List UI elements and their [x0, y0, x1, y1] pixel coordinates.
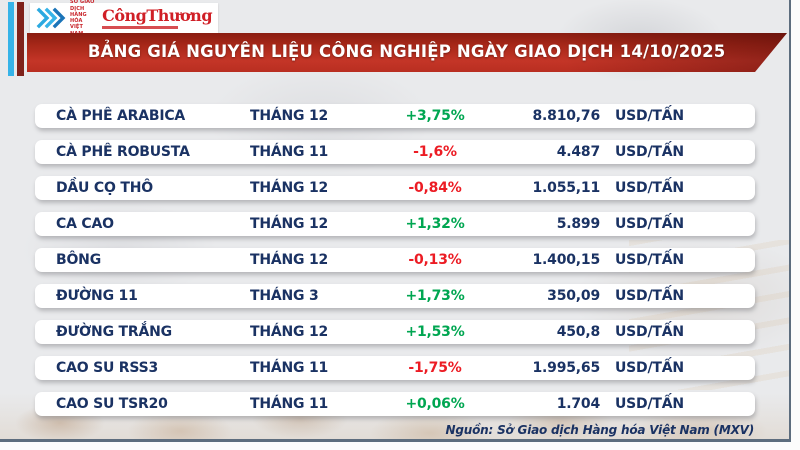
price-unit: USD/TẤN: [615, 396, 684, 412]
table-row: CÀ PHÊ ARABICA THÁNG 12 +3,75% 8.810,76 …: [35, 104, 755, 128]
contract-month: THÁNG 3: [250, 288, 319, 304]
change-percent: -1,6%: [413, 144, 457, 160]
infographic-card: SỞ GIAO DỊCH HÀNG HÓA VIỆT NAM CôngThươn…: [0, 0, 791, 442]
congthuong-logo: CôngThương: [102, 5, 212, 29]
title-banner: BẢNG GIÁ NGUYÊN LIỆU CÔNG NGHIỆP NGÀY GI…: [27, 33, 787, 72]
change-percent: +1,32%: [405, 216, 465, 232]
price-unit: USD/TẤN: [615, 144, 684, 160]
price-value: 4.487: [556, 144, 600, 160]
logo-bar: SỞ GIAO DỊCH HÀNG HÓA VIỆT NAM CôngThươn…: [30, 0, 218, 37]
change-percent: +3,75%: [405, 108, 465, 124]
contract-month: THÁNG 12: [250, 180, 329, 196]
table-row: ĐƯỜNG 11 THÁNG 3 +1,73% 350,09 USD/TẤN: [35, 284, 755, 308]
commodity-name: CÀ PHÊ ARABICA: [56, 108, 186, 124]
table-row: ĐƯỜNG TRẮNG THÁNG 12 +1,53% 450,8 USD/TẤ…: [35, 320, 755, 344]
congthuong-wordmark: CôngThương: [102, 5, 212, 25]
contract-month: THÁNG 11: [250, 360, 329, 376]
price-unit: USD/TẤN: [615, 216, 684, 232]
price-value: 450,8: [556, 324, 600, 340]
left-accent-stripe-maroon: [17, 2, 24, 76]
price-value: 1.995,65: [532, 360, 601, 376]
page-title: BẢNG GIÁ NGUYÊN LIỆU CÔNG NGHIỆP NGÀY GI…: [88, 42, 726, 62]
price-unit: USD/TẤN: [615, 252, 684, 268]
congthuong-tagline-bar: [102, 25, 179, 29]
price-unit: USD/TẤN: [615, 360, 684, 376]
table-row: CAO SU TSR20 THÁNG 11 +0,06% 1.704 USD/T…: [35, 392, 755, 416]
change-percent: -1,75%: [408, 360, 462, 376]
table-row: DẦU CỌ THÔ THÁNG 12 -0,84% 1.055,11 USD/…: [35, 176, 755, 200]
commodity-name: CAO SU TSR20: [56, 396, 168, 412]
commodity-name: ĐƯỜNG TRẮNG: [56, 324, 172, 340]
price-unit: USD/TẤN: [615, 180, 684, 196]
commodity-name: BÔNG: [56, 252, 101, 268]
left-accent-stripe-cyan: [8, 2, 14, 76]
price-value: 1.400,15: [532, 252, 601, 268]
mxv-chevrons-icon: [36, 7, 66, 29]
contract-month: THÁNG 12: [250, 324, 329, 340]
table-row: CÀ PHÊ ROBUSTA THÁNG 11 -1,6% 4.487 USD/…: [35, 140, 755, 164]
commodity-name: CÀ PHÊ ROBUSTA: [56, 144, 190, 160]
price-unit: USD/TẤN: [615, 288, 684, 304]
contract-month: THÁNG 11: [250, 396, 329, 412]
contract-month: THÁNG 12: [250, 252, 329, 268]
contract-month: THÁNG 12: [250, 108, 329, 124]
change-percent: +1,53%: [405, 324, 465, 340]
price-value: 8.810,76: [532, 108, 601, 124]
table-row: CAO SU RSS3 THÁNG 11 -1,75% 1.995,65 USD…: [35, 356, 755, 380]
price-table: CÀ PHÊ ARABICA THÁNG 12 +3,75% 8.810,76 …: [35, 104, 755, 428]
change-percent: +1,73%: [405, 288, 465, 304]
price-value: 5.899: [556, 216, 600, 232]
change-percent: -0,84%: [408, 180, 462, 196]
change-percent: +0,06%: [405, 396, 465, 412]
table-row: CA CAO THÁNG 12 +1,32% 5.899 USD/TẤN: [35, 212, 755, 236]
change-percent: -0,13%: [408, 252, 462, 268]
commodity-name: CA CAO: [56, 216, 114, 232]
source-credit: Nguồn: Sở Giao dịch Hàng hóa Việt Nam (M…: [445, 423, 755, 437]
price-value: 350,09: [547, 288, 600, 304]
contract-month: THÁNG 12: [250, 216, 329, 232]
price-unit: USD/TẤN: [615, 108, 684, 124]
commodity-name: CAO SU RSS3: [56, 360, 159, 376]
contract-month: THÁNG 11: [250, 144, 329, 160]
commodity-name: ĐƯỜNG 11: [56, 288, 138, 304]
commodity-name: DẦU CỌ THÔ: [56, 180, 153, 196]
table-row: BÔNG THÁNG 12 -0,13% 1.400,15 USD/TẤN: [35, 248, 755, 272]
mxv-org-name: SỞ GIAO DỊCH HÀNG HÓA VIỆT NAM: [70, 0, 95, 37]
price-unit: USD/TẤN: [615, 324, 684, 340]
price-value: 1.055,11: [532, 180, 601, 196]
price-value: 1.704: [556, 396, 600, 412]
